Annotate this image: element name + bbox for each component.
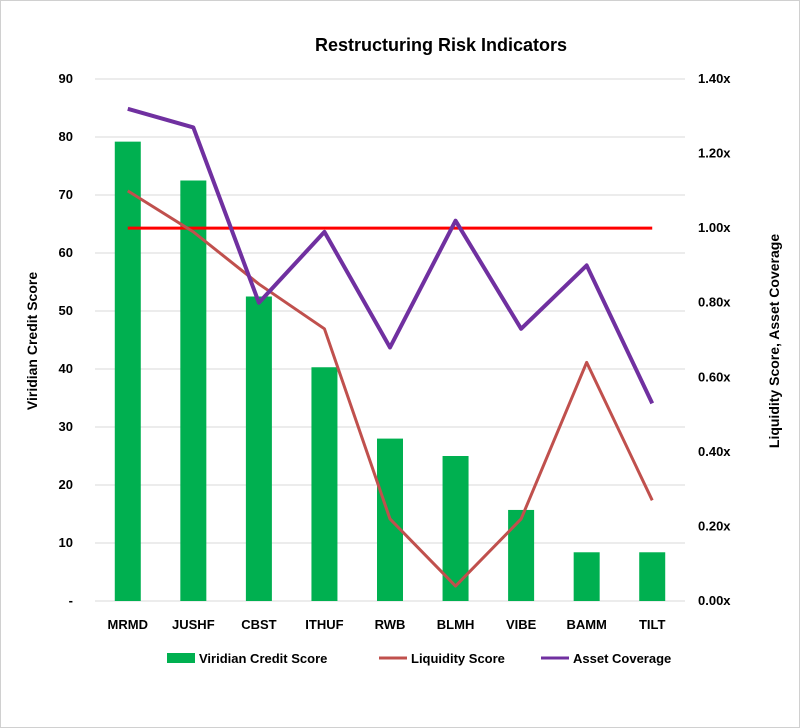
x-tick-label: RWB [375,617,406,632]
y-tick-label: 90 [59,71,73,86]
x-tick-label: CBST [241,617,276,632]
x-tick-label: BLMH [437,617,475,632]
bar [508,509,535,601]
y-tick-label: 60 [59,245,73,260]
y2-tick-label: 1.00x [698,220,731,235]
bar [442,456,469,601]
legend: Viridian Credit Score Liquidity Score Asse… [167,651,671,666]
legend-label: Liquidity Score [411,651,505,666]
chart-title: Restructuring Risk Indicators [315,35,567,55]
y-tick-label: 50 [59,303,73,318]
y2-tick-label: 0.60x [698,369,731,384]
y-tick-label: 30 [59,419,73,434]
y-tick-label: 20 [59,477,73,492]
bar [114,141,141,601]
legend-label: Asset Coverage [573,651,671,666]
x-tick-label: VIBE [506,617,537,632]
axis-labels: - 10 20 30 40 50 60 70 80 90 0.00x 0.20x 0.40x 0.60x 0… [59,71,732,632]
x-tick-label: ITHUF [305,617,343,632]
bar [245,296,272,601]
bar [180,180,207,601]
x-tick-label: BAMM [566,617,606,632]
y-tick-label: 80 [59,129,73,144]
y2-tick-label: 1.20x [698,146,731,161]
y-tick-label: 70 [59,187,73,202]
y-axis-title: Viridian Credit Score [24,272,40,410]
bar [573,552,600,601]
y2-tick-label: 0.20x [698,518,731,533]
y2-tick-label: 1.40x [698,71,731,86]
x-tick-label: MRMD [108,617,148,632]
bar [639,552,666,601]
y-tick-label: 10 [59,535,73,550]
y2-axis-title: Liquidity Score, Asset Coverage [766,234,782,448]
y2-tick-label: 0.80x [698,295,731,310]
liquidity-score-line [126,189,654,588]
bar [311,367,338,601]
x-tick-label: TILT [639,617,666,632]
bar-series [114,141,666,601]
asset-coverage-line [127,106,655,405]
y2-tick-label: 0.40x [698,444,731,459]
legend-label: Viridian Credit Score [199,651,327,666]
x-tick-label: JUSHF [172,617,215,632]
legend-swatch [167,653,195,663]
line-series [126,106,655,588]
y2-tick-label: 0.00x [698,593,731,608]
y-tick-label: - [69,593,73,608]
y-tick-label: 40 [59,361,73,376]
